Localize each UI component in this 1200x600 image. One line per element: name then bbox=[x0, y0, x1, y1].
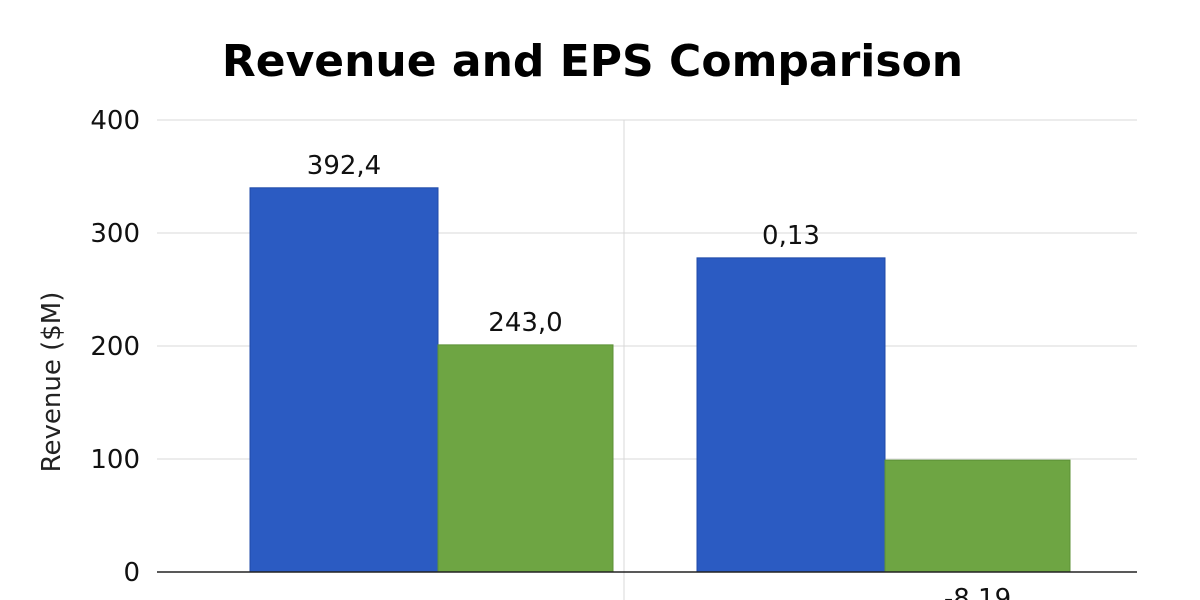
y-tick-label: 200 bbox=[90, 332, 140, 362]
bar-series2-group2 bbox=[884, 459, 1071, 573]
data-label-series1-group1: 392,4 bbox=[307, 151, 381, 181]
data-label-series1-group2: 0,13 bbox=[762, 221, 820, 251]
y-tick-label: 0 bbox=[123, 558, 140, 588]
y-tick-label: 400 bbox=[90, 106, 140, 136]
chart-title: Revenue and EPS Comparison bbox=[221, 36, 964, 87]
bars bbox=[249, 187, 1071, 573]
data-labels: 392,4 0,13 243,0 -8,19 bbox=[307, 151, 1011, 600]
y-tick-label: 300 bbox=[90, 219, 140, 249]
y-axis-ticks: 0 100 200 300 400 bbox=[90, 106, 140, 588]
data-label-series2-group1: 243,0 bbox=[488, 308, 562, 338]
bar-series2-group1 bbox=[437, 344, 614, 573]
bar-series1-group2 bbox=[696, 257, 886, 573]
data-label-series2-group2: -8,19 bbox=[944, 584, 1011, 600]
bar-series1-group1 bbox=[249, 187, 439, 573]
y-tick-label: 100 bbox=[90, 445, 140, 475]
